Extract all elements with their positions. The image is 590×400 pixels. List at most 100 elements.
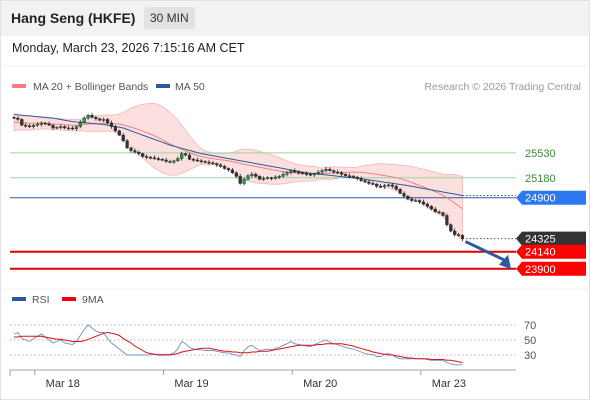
forecast-arrow-head xyxy=(499,254,511,269)
bollinger-band-area xyxy=(13,102,463,243)
rsi-9ma-line xyxy=(14,331,463,363)
candle xyxy=(152,155,156,160)
credit-text: Research © 2026 Trading Central xyxy=(424,81,581,93)
level-tag-24140 xyxy=(516,244,586,259)
candle xyxy=(86,114,90,120)
candle xyxy=(230,167,234,174)
legend-swatch-ma20 xyxy=(12,84,26,88)
candle xyxy=(109,120,114,129)
candle xyxy=(98,117,102,122)
candle xyxy=(31,123,36,129)
x-tick-label: Mar 19 xyxy=(174,378,208,390)
candle xyxy=(265,176,270,180)
candle xyxy=(144,154,149,160)
candle xyxy=(203,160,207,164)
chart-datetime: Monday, March 23, 2026 7:15:16 AM CET xyxy=(12,41,245,55)
rsi-line xyxy=(13,324,463,366)
candle xyxy=(441,211,445,217)
candle xyxy=(43,121,47,126)
bollinger-bands xyxy=(13,102,463,243)
candle xyxy=(141,152,145,158)
candle xyxy=(285,170,289,177)
level-label-24140: 24140 xyxy=(525,247,556,259)
candle xyxy=(293,168,297,174)
candle xyxy=(460,234,465,241)
candle xyxy=(133,148,137,154)
candle xyxy=(66,125,71,130)
candle xyxy=(371,181,375,186)
rsi-panel: 70 50 30 xyxy=(10,320,536,366)
candle xyxy=(304,171,309,177)
candle xyxy=(207,159,211,165)
candle xyxy=(414,198,418,202)
candle xyxy=(242,177,246,186)
candle xyxy=(35,122,39,127)
candle xyxy=(402,191,406,198)
legend-label-9ma: 9MA xyxy=(82,294,104,306)
candle xyxy=(324,166,328,173)
candle xyxy=(168,159,172,164)
candle xyxy=(254,172,258,178)
price-legend: MA 20 + Bollinger Bands MA 50 Research ©… xyxy=(12,81,581,93)
candle xyxy=(367,179,371,186)
interval-button[interactable]: 30 MIN xyxy=(144,7,195,29)
candle xyxy=(183,152,188,157)
candle xyxy=(312,172,316,177)
candle xyxy=(102,117,106,123)
ma20-line xyxy=(13,121,463,210)
candle xyxy=(277,174,281,180)
candle xyxy=(215,162,219,168)
candle xyxy=(234,171,238,179)
candlesticks xyxy=(12,113,465,241)
candle xyxy=(258,175,262,181)
candle xyxy=(394,184,398,191)
candle xyxy=(386,183,390,188)
forecast-arrow-shaft xyxy=(464,240,507,263)
candle xyxy=(359,176,363,183)
candle xyxy=(382,183,387,190)
candle xyxy=(180,152,184,161)
level-tag-24325 xyxy=(516,231,586,246)
candle xyxy=(94,115,98,121)
candle xyxy=(340,171,344,177)
candle xyxy=(320,169,324,175)
candle xyxy=(273,175,277,180)
rsi-tick-30: 30 xyxy=(524,350,536,362)
level-label-25530: 25530 xyxy=(525,148,556,160)
candle xyxy=(332,169,336,174)
x-tick-label: Mar 20 xyxy=(303,378,337,390)
candle xyxy=(113,124,117,133)
candle xyxy=(336,169,340,174)
candle xyxy=(433,206,437,213)
candle xyxy=(191,157,195,162)
candle xyxy=(410,196,414,203)
candle xyxy=(59,124,63,130)
level-label-24900: 24900 xyxy=(525,193,556,205)
candle xyxy=(289,169,293,175)
candle xyxy=(117,129,121,137)
candle xyxy=(281,171,285,178)
candle xyxy=(129,146,133,153)
candle xyxy=(78,120,82,129)
candle xyxy=(246,174,250,181)
candle xyxy=(125,139,129,150)
rsi-legend: RSI 9MA xyxy=(12,294,104,306)
candle xyxy=(421,199,426,206)
candle xyxy=(308,172,312,177)
legend-label-rsi: RSI xyxy=(32,294,50,306)
candle xyxy=(211,161,215,165)
candle xyxy=(195,157,199,162)
legend-swatch-9ma xyxy=(62,297,76,301)
candle xyxy=(74,125,78,131)
candle xyxy=(156,156,160,161)
candle xyxy=(351,174,355,179)
candle xyxy=(105,118,110,125)
legend-swatch-ma50 xyxy=(156,84,170,88)
candle xyxy=(16,116,20,122)
legend-label-ma20: MA 20 + Bollinger Bands xyxy=(33,81,148,93)
candle xyxy=(176,156,180,163)
candle xyxy=(390,182,394,189)
candle xyxy=(24,122,28,128)
